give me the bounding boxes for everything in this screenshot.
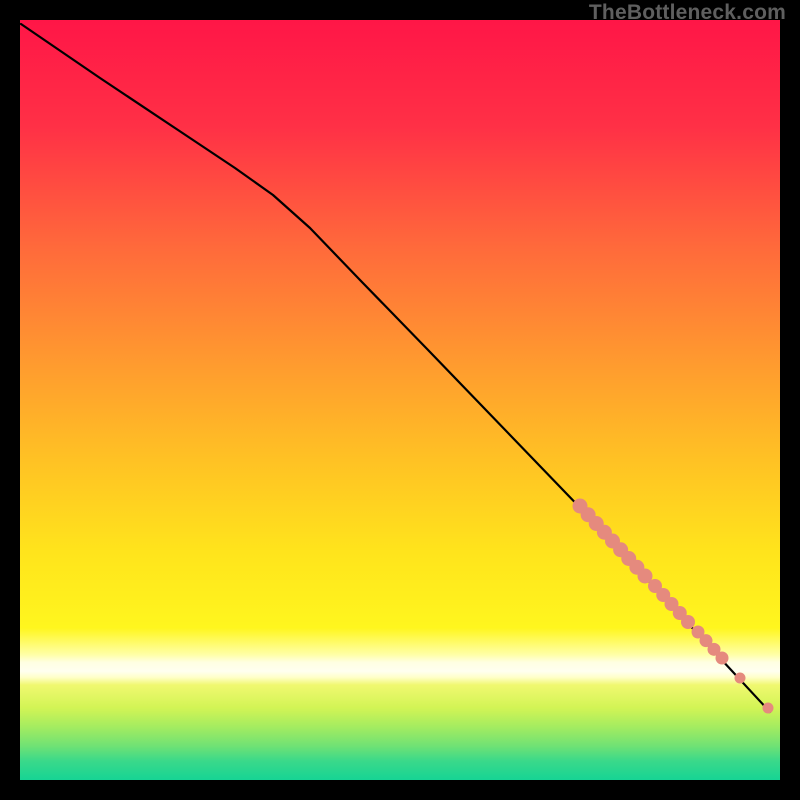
watermark-text: TheBottleneck.com [589,1,786,25]
chart-container: TheBottleneck.com [0,0,800,800]
bottleneck-chart [0,0,800,800]
